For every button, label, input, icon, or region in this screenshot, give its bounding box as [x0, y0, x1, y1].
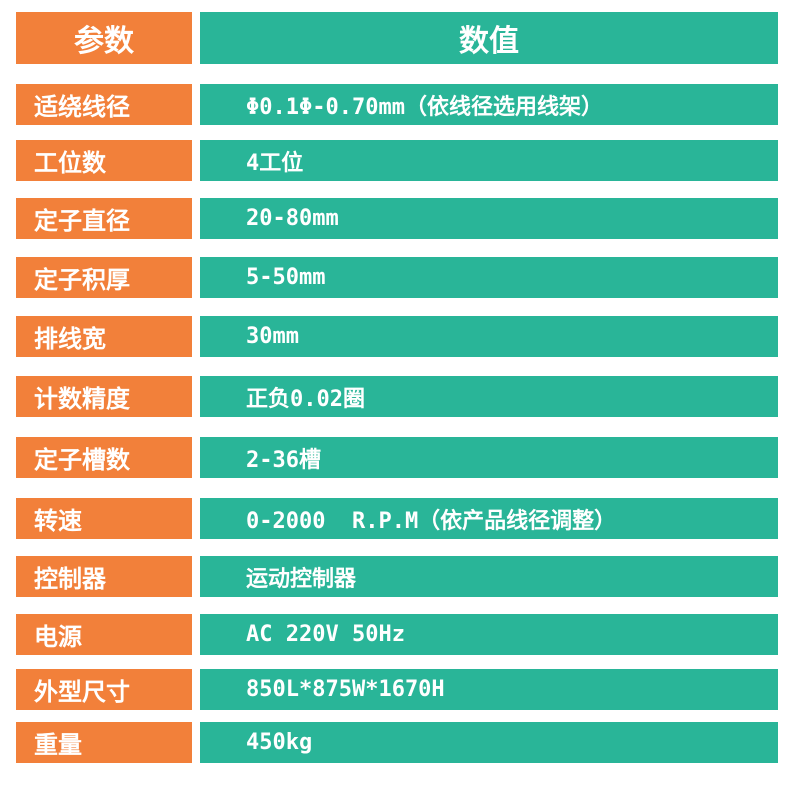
row-value: AC 220V 50Hz: [200, 614, 778, 655]
row-label: 转速: [16, 498, 192, 539]
row-value: 正负0.02圈: [200, 376, 778, 417]
row-label: 定子积厚: [16, 257, 192, 298]
row-label: 重量: [16, 722, 192, 763]
table-row: 排线宽 30mm: [16, 316, 778, 357]
row-value: 20-80mm: [200, 198, 778, 239]
table-row: 电源 AC 220V 50Hz: [16, 614, 778, 655]
row-label: 定子槽数: [16, 437, 192, 478]
row-value: 运动控制器: [200, 556, 778, 597]
row-label: 控制器: [16, 556, 192, 597]
table-row: 定子槽数 2-36槽: [16, 437, 778, 478]
row-label: 电源: [16, 614, 192, 655]
table-header: 参数 数值: [16, 12, 778, 64]
table-row: 工位数 4工位: [16, 140, 778, 181]
row-value: 2-36槽: [200, 437, 778, 478]
table-row: 计数精度 正负0.02圈: [16, 376, 778, 417]
row-value: 450kg: [200, 722, 778, 763]
table-row: 转速 0-2000 R.P.M（依产品线径调整）: [16, 498, 778, 539]
row-label: 排线宽: [16, 316, 192, 357]
table-row: 控制器 运动控制器: [16, 556, 778, 597]
row-label: 计数精度: [16, 376, 192, 417]
row-value: Φ0.1Φ-0.70mm（依线径选用线架）: [200, 84, 778, 125]
row-label: 外型尺寸: [16, 669, 192, 710]
row-label: 适绕线径: [16, 84, 192, 125]
header-param: 参数: [16, 12, 192, 64]
table-row: 定子积厚 5-50mm: [16, 257, 778, 298]
row-value: 4工位: [200, 140, 778, 181]
row-label: 工位数: [16, 140, 192, 181]
table-row: 重量 450kg: [16, 722, 778, 763]
row-label: 定子直径: [16, 198, 192, 239]
table-row: 定子直径 20-80mm: [16, 198, 778, 239]
table-row: 外型尺寸 850L*875W*1670H: [16, 669, 778, 710]
row-value: 0-2000 R.P.M（依产品线径调整）: [200, 498, 778, 539]
header-value: 数值: [200, 12, 778, 64]
row-value: 5-50mm: [200, 257, 778, 298]
row-value: 850L*875W*1670H: [200, 669, 778, 710]
table-row: 适绕线径 Φ0.1Φ-0.70mm（依线径选用线架）: [16, 84, 778, 125]
row-value: 30mm: [200, 316, 778, 357]
